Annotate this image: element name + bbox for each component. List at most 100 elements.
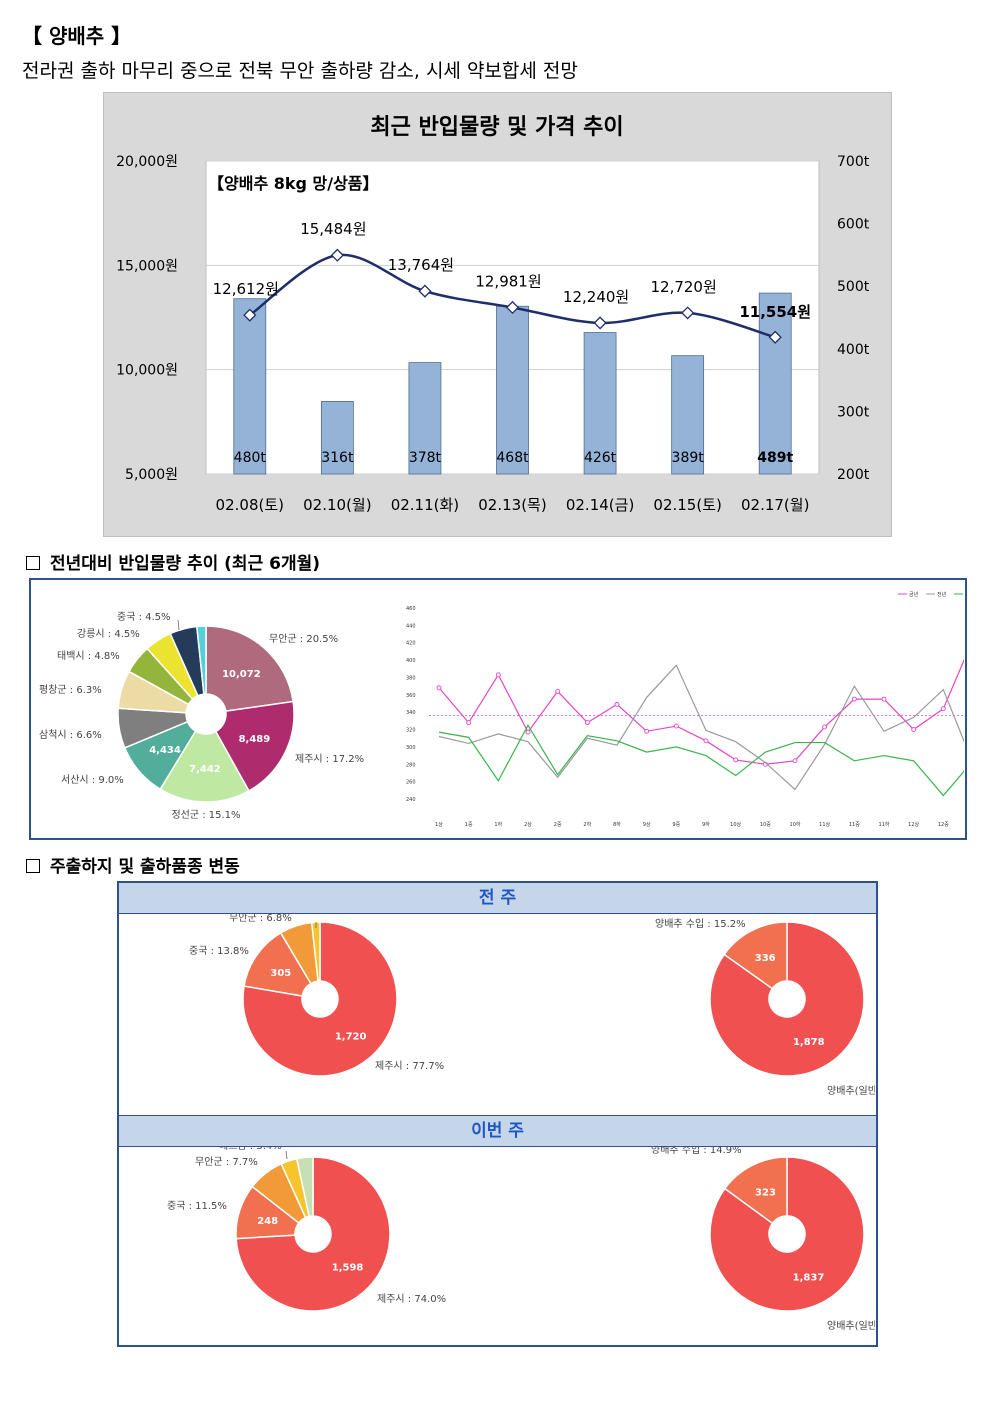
x-tick-label: 9상 [643, 821, 651, 828]
left-tick-label: 20,000원 [116, 154, 178, 170]
slice-value-label: 1,720 [335, 1031, 367, 1042]
x-tick-label: 10중 [760, 822, 771, 828]
chart-title: 최근 반입물량 및 가격 추이 [370, 115, 623, 140]
section3-heading-text: 주출하지 및 출하품종 변동 [50, 857, 240, 877]
price-label: 12,720원 [650, 278, 716, 296]
section-title: 【 양배추 】 [22, 24, 132, 48]
origin-share-pie: 10,072 무안군 : 20.5% 8,489 제주시 : 17.2% 7,442 정선… [39, 611, 364, 821]
x-tick-label: 2중 [554, 822, 562, 828]
legend-label: 전년 [937, 591, 947, 598]
y-tick-label: 340 [406, 710, 416, 716]
x-tick-label: 1중 [465, 822, 473, 828]
series-point [822, 724, 828, 730]
this-variety-pie: 1,837 양배추(일반) : 85.1% 323 양배추 수입 : 14.9% [651, 1147, 875, 1332]
section3-heading: 주출하지 및 출하품종 변동 [26, 852, 240, 877]
band-this-week: 이번 주 [119, 1115, 876, 1147]
series-point [673, 723, 679, 729]
slice-name-label: 제주시 : 77.7% [375, 1060, 444, 1072]
x-tick-label: 11중 [849, 822, 860, 828]
series-point [525, 729, 531, 735]
chart-subtitle: 【양배추 8kg 망/상품】 [208, 174, 379, 193]
x-tick-label: 9중 [672, 822, 680, 828]
pie-slice [243, 931, 312, 997]
leader-line [285, 1150, 288, 1160]
series-point [940, 706, 946, 712]
x-tick-label: 12상 [908, 821, 919, 828]
price-label: 13,764원 [388, 256, 454, 274]
series-point [792, 758, 798, 764]
slice-value-label: 305 [270, 968, 291, 979]
this-region-pie: 1,598 제주시 : 74.0% 248 중국 : 11.5% 무안군 : 7.7% 베… [167, 1147, 446, 1312]
price-marker [681, 306, 695, 320]
pie-slice [295, 1156, 314, 1218]
slice-name-label: 베트남 : 3.4% [219, 1147, 282, 1152]
slice-name-label: 서산시 : 9.0% [61, 774, 124, 786]
slice-name-label: 무안군 : 6.8% [229, 914, 292, 924]
right-tick-label: 600t [837, 217, 870, 233]
right-tick-label: 700t [837, 154, 870, 170]
price-marker [243, 308, 257, 322]
y-tick-label: 440 [406, 623, 416, 629]
x-tick-label: 2하 [583, 821, 591, 828]
right-tick-label: 300t [837, 404, 870, 420]
price-label: 12,612원 [213, 280, 279, 298]
series-point [644, 728, 650, 734]
right-tick-label: 200t [837, 467, 870, 483]
volume-label: 389t [672, 450, 705, 466]
x-tick-label: 9하 [702, 821, 710, 828]
pie-slice [195, 625, 207, 695]
volume-bar [408, 362, 442, 475]
series-point [436, 685, 442, 691]
legend-label: 금년 [909, 591, 919, 598]
slice-value-label: 248 [257, 1216, 278, 1227]
category-label: 02.13(목) [478, 496, 546, 514]
slice-value-label: 7,442 [189, 764, 221, 775]
leader-line [177, 619, 180, 631]
series-point [881, 696, 887, 702]
price-label: 15,484원 [300, 220, 366, 238]
x-tick-label: 11상 [819, 821, 830, 828]
slice-value-label: 8,489 [239, 734, 271, 745]
price-marker [593, 316, 607, 330]
checkbox-square-icon [26, 859, 40, 873]
series-point [495, 672, 501, 678]
slice-value-label: 1,837 [793, 1272, 825, 1283]
price-label: 12,240원 [563, 288, 629, 306]
slice-value-label: 1,598 [332, 1263, 364, 1274]
slice-name-label: 양배추(일반) : 85.1% [827, 1320, 875, 1332]
volume-label: 316t [321, 450, 354, 466]
x-tick-label: 1상 [435, 821, 443, 828]
pie-slice [709, 921, 865, 1077]
series-point [851, 696, 857, 702]
left-tick-label: 5,000원 [125, 467, 178, 483]
x-tick-label: 11하 [879, 821, 890, 828]
pie-slice [235, 1156, 391, 1312]
y-tick-label: 420 [406, 641, 416, 647]
price-volume-chart: 최근 반입물량 및 가격 추이 【양배추 8kg 망/상품】 5,000원 10,00… [103, 92, 892, 537]
pie-slice [723, 1156, 788, 1225]
y-tick-label: 280 [406, 762, 416, 768]
x-tick-label: 10하 [790, 821, 801, 828]
price-marker [418, 284, 432, 298]
series-point [555, 688, 561, 694]
x-tick-label: 2상 [524, 821, 532, 828]
volume-bar [233, 298, 267, 475]
price-marker [768, 330, 782, 344]
price-label: 11,554원 [739, 303, 811, 321]
pie-slice [242, 921, 398, 1077]
volume-bar [758, 292, 792, 475]
slice-name-label: 양배추 수입 : 15.2% [655, 917, 746, 930]
market-summary: 전라권 출하 마무리 중으로 전북 무안 출하량 감소, 시세 약보합세 전망 [22, 60, 578, 82]
slice-name-label: 중국 : 11.5% [167, 1200, 227, 1212]
slice-value-label: 323 [755, 1188, 776, 1199]
series-point [911, 727, 917, 732]
yoy-volume-panel: 10,072 무안군 : 20.5% 8,489 제주시 : 17.2% 7,442 정선… [29, 578, 967, 840]
slice-name-label: 무안군 : 7.7% [195, 1156, 258, 1168]
series-point [733, 757, 739, 763]
slice-value-label: 10,072 [222, 669, 261, 680]
left-tick-label: 10,000원 [116, 363, 178, 379]
series-line [438, 723, 964, 797]
slice-name-label: 양배추 수입 : 14.9% [651, 1147, 742, 1156]
slice-name-label: 제주시 : 17.2% [295, 753, 364, 765]
slice-name-label: 평창군 : 6.3% [39, 684, 102, 696]
